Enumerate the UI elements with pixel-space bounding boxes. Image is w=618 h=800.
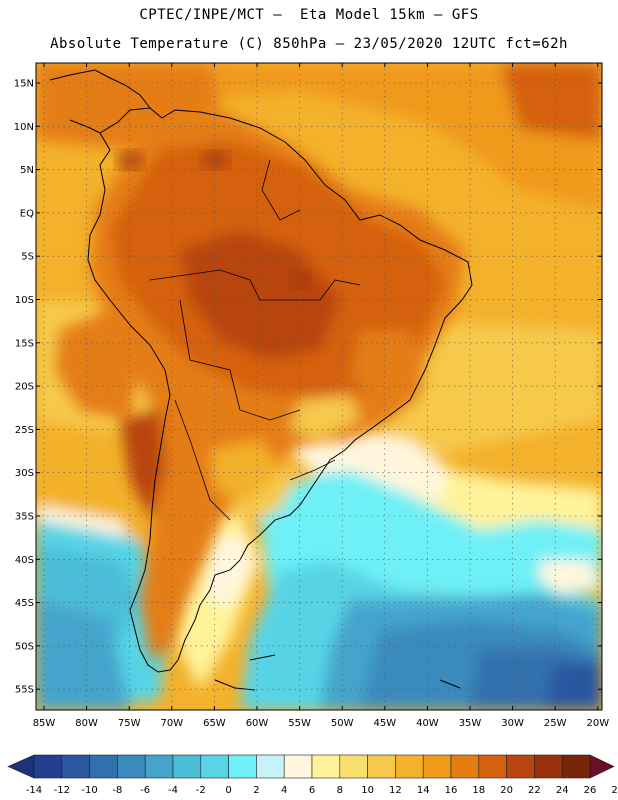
longitude-labels: 85W 80W 75W 70W 65W 60W 55W 50W 45W 40W 35W 30W 25W 2… [33, 63, 609, 729]
colorbar-label: 26 [584, 785, 597, 796]
lat-label: 5N [20, 165, 34, 176]
lat-label: 10N [14, 122, 34, 133]
colorbar-swatch [478, 754, 507, 779]
lat-label: 15N [14, 79, 34, 90]
colorbar-label: 6 [309, 785, 315, 796]
lon-label: 45W [373, 718, 396, 729]
colorbar-swatch [144, 754, 174, 779]
colorbar-swatch [200, 754, 229, 779]
lon-label: 25W [544, 718, 567, 729]
colorbar-label: 22 [528, 785, 541, 796]
lat-label: 35S [15, 512, 34, 523]
lon-label: 65W [203, 718, 226, 729]
lon-label: 20W [586, 718, 609, 729]
colorbar-swatch [395, 754, 424, 779]
colorbar-under-arrow [7, 754, 35, 779]
colorbar-label: 20 [500, 785, 513, 796]
lon-label: 85W [33, 718, 56, 729]
colorbar-label: -12 [54, 785, 70, 796]
colorbar-label: -4 [168, 785, 178, 796]
colorbar-label: 10 [361, 785, 374, 796]
lat-label: 20S [15, 382, 34, 393]
colorbar-label: 16 [445, 785, 458, 796]
colorbar-swatch [367, 754, 396, 779]
colorbar-label: -6 [140, 785, 150, 796]
colorbar-swatch [534, 754, 563, 779]
latitude-labels: 15N 10N 5N EQ 5S 10S 15S 20S 25S 30S 35S 40S 45S 50S 5… [14, 79, 602, 696]
lon-label: 75W [118, 718, 141, 729]
lat-label: 10S [15, 295, 34, 306]
colorbar-label: 8 [337, 785, 343, 796]
colorbar-label: 28 [611, 785, 618, 796]
chart-title-line1: CPTEC/INPE/MCT – Eta Model 15km – GFS [139, 7, 479, 23]
lat-label: 30S [15, 468, 34, 479]
colorbar-label: -2 [196, 785, 206, 796]
chart-title-line2: Absolute Temperature (C) 850hPa – 23/05/… [50, 36, 568, 52]
lat-label: 40S [15, 555, 34, 566]
colorbar-label: 14 [417, 785, 430, 796]
lat-label: 45S [15, 598, 34, 609]
lon-label: 35W [459, 718, 482, 729]
colorbar-label: 24 [556, 785, 569, 796]
colorbar-label: 18 [472, 785, 485, 796]
coastlines [49, 69, 473, 691]
colorbar-swatch [339, 754, 368, 779]
colorbar-swatch [172, 754, 202, 779]
lat-label: 50S [15, 641, 34, 652]
temperature-field [36, 63, 602, 710]
colorbar-swatch [117, 754, 146, 779]
colorbar-label: 2 [253, 785, 259, 796]
lat-label: EQ [20, 208, 34, 219]
lon-label: 80W [75, 718, 98, 729]
colorbar-swatch [450, 754, 480, 779]
colorbar-swatch [228, 754, 257, 779]
colorbar-swatch [89, 754, 118, 779]
lon-label: 50W [331, 718, 354, 729]
colorbar-swatch [283, 754, 313, 779]
colorbar-over-arrow [589, 754, 615, 779]
colorbar-swatch [506, 754, 535, 779]
colorbar-labels: -14 -12 -10 -8 -6 -4 -2 0 2 4 6 8 10 12 14 16 18 20 22 24 26… [26, 785, 618, 796]
colorbar-label: 0 [225, 785, 231, 796]
colorbar-swatch [256, 754, 285, 779]
lon-label: 55W [288, 718, 311, 729]
lat-label: 5S [21, 252, 34, 263]
lon-label: 40W [416, 718, 439, 729]
colorbar-swatch [61, 754, 90, 779]
colorbar-label: 4 [281, 785, 287, 796]
colorbar-label: -10 [81, 785, 97, 796]
colorbar-label: -14 [26, 785, 42, 796]
colorbar-swatch [311, 754, 341, 779]
colorbar-label: 12 [389, 785, 402, 796]
colorbar [7, 754, 615, 779]
colorbar-label: -8 [112, 785, 122, 796]
lon-label: 70W [160, 718, 183, 729]
colorbar-swatch [561, 754, 591, 779]
lat-label: 15S [15, 338, 34, 349]
lat-label: 25S [15, 425, 34, 436]
colorbar-swatch [33, 754, 63, 779]
lat-label: 55S [15, 685, 34, 696]
graticule [36, 63, 602, 710]
lon-label: 30W [501, 718, 524, 729]
colorbar-swatch [422, 754, 452, 779]
lon-label: 60W [246, 718, 269, 729]
